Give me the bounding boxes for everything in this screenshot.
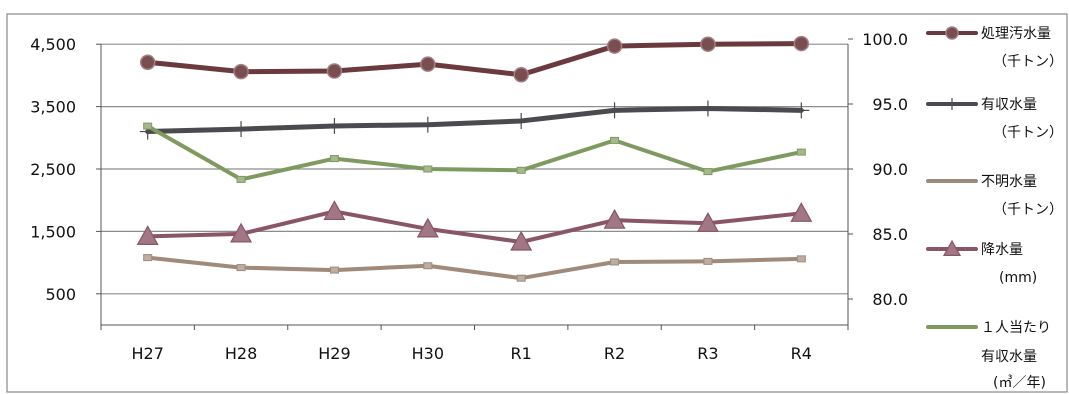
series-2 [143, 254, 806, 282]
legend-label-1: 有収水量 [981, 97, 1037, 113]
data-point-s0-7 [793, 35, 810, 52]
series-line-4 [145, 124, 804, 182]
series-line-3 [145, 209, 804, 245]
data-point-s2-5 [610, 258, 620, 266]
x-tick-label: H27 [131, 344, 163, 363]
data-point-s3-1 [230, 222, 253, 243]
data-point-s2-6 [703, 257, 713, 265]
data-point-s4-1 [236, 175, 246, 183]
data-point-s4-7 [796, 148, 806, 156]
data-point-s1-5 [606, 102, 623, 119]
data-point-s4-6 [703, 168, 713, 176]
legend-item-3: 降水量 (mm) [926, 239, 1037, 286]
legend-marker-1 [946, 98, 958, 110]
data-point-s1-2 [326, 117, 343, 134]
legend-unit-2: （千トン） [993, 202, 1063, 218]
data-point-s3-5 [603, 208, 626, 229]
data-point-s3-0 [136, 225, 159, 245]
legend-unit-3: (mm) [999, 270, 1037, 286]
series-line-2 [145, 255, 804, 281]
data-point-s2-2 [329, 266, 339, 274]
data-point-s0-1 [233, 63, 249, 80]
data-point-s4-0 [143, 122, 153, 130]
data-point-s0-0 [139, 54, 156, 71]
data-point-s1-7 [793, 102, 810, 119]
series-3 [136, 200, 813, 251]
data-point-s2-4 [516, 274, 526, 282]
data-point-s4-5 [610, 136, 620, 144]
right-tick-label: 80.0 [872, 290, 908, 309]
left-tick-label: 1,500 [30, 222, 76, 241]
data-point-s0-4 [513, 67, 529, 83]
data-point-s3-6 [696, 212, 719, 232]
data-point-s4-2 [329, 155, 339, 163]
x-tick-label: R2 [604, 344, 625, 363]
legend-marker-3 [942, 239, 962, 256]
left-tick-label: 3,500 [30, 98, 76, 117]
legend: 処理汚水量 （千トン） 有収水量 （千トン） 不明水量 （千トン） 降水量 (mm) １人当たり… [926, 26, 1063, 391]
right-tick-label: 90.0 [872, 160, 908, 179]
series-line-1 [145, 105, 804, 135]
data-point-s2-7 [796, 255, 806, 263]
x-tick-label: H29 [318, 344, 350, 363]
right-tick-label: 85.0 [872, 225, 908, 244]
left-tick-label: 2,500 [30, 160, 76, 179]
data-point-s0-6 [700, 36, 716, 52]
legend-label-4: １人当たり [981, 320, 1051, 336]
data-point-s1-4 [513, 112, 530, 129]
series-0 [139, 35, 810, 83]
x-tick-label: R4 [791, 344, 812, 363]
data-point-s3-2 [323, 200, 346, 221]
series-layer [136, 35, 813, 282]
data-point-s2-3 [423, 262, 433, 270]
data-point-s2-1 [236, 264, 246, 272]
legend-unit-1: （千トン） [993, 125, 1063, 141]
x-tick-label: R3 [697, 344, 718, 363]
chart-border [6, 13, 1068, 393]
data-point-s2-0 [143, 254, 153, 262]
right-tick-label: 95.0 [872, 95, 908, 114]
x-axis-ticks: H27 H28 H29 H30 R1 R2 R3 R4 [100, 325, 849, 363]
left-axis-ticks: 500 1,500 2,500 3,500 4,500 [30, 35, 101, 304]
left-tick-label: 4,500 [30, 35, 76, 54]
data-point-s1-3 [419, 116, 436, 133]
x-tick-label: H30 [412, 344, 444, 363]
data-point-s1-6 [699, 100, 716, 117]
right-axis-ticks: 80.0 85.0 90.0 95.0 100.0 [848, 30, 908, 309]
data-point-s0-5 [606, 38, 623, 54]
legend-item-2: 不明水量 （千トン） [926, 174, 1063, 218]
x-tick-label: H28 [225, 344, 257, 363]
data-point-s4-4 [516, 166, 526, 174]
data-point-s0-3 [420, 56, 436, 72]
legend-marker-0 [945, 26, 959, 40]
legend-item-1: 有収水量 （千トン） [926, 97, 1063, 141]
data-point-s3-7 [790, 202, 813, 222]
data-point-s3-4 [510, 230, 533, 251]
legend-item-0: 処理汚水量 （千トン） [926, 26, 1063, 70]
legend-label-0: 処理汚水量 [981, 26, 1051, 42]
data-point-s3-3 [416, 217, 439, 238]
left-tick-label: 500 [45, 285, 76, 304]
legend-unit-4: (㎥／年) [993, 375, 1046, 391]
series-line-0 [145, 41, 804, 78]
series-4 [143, 122, 806, 183]
legend-label-2: 不明水量 [981, 174, 1037, 190]
x-tick-label: R1 [511, 344, 532, 363]
legend-unit-0: （千トン） [993, 54, 1063, 70]
legend-label-3: 降水量 [981, 242, 1023, 258]
right-tick-label: 100.0 [862, 30, 908, 49]
data-point-s1-1 [233, 121, 250, 138]
data-point-s0-2 [326, 63, 343, 79]
series-1 [139, 100, 810, 140]
data-point-s4-3 [423, 165, 433, 173]
legend-label-line2-4: 有収水量 [981, 349, 1037, 365]
